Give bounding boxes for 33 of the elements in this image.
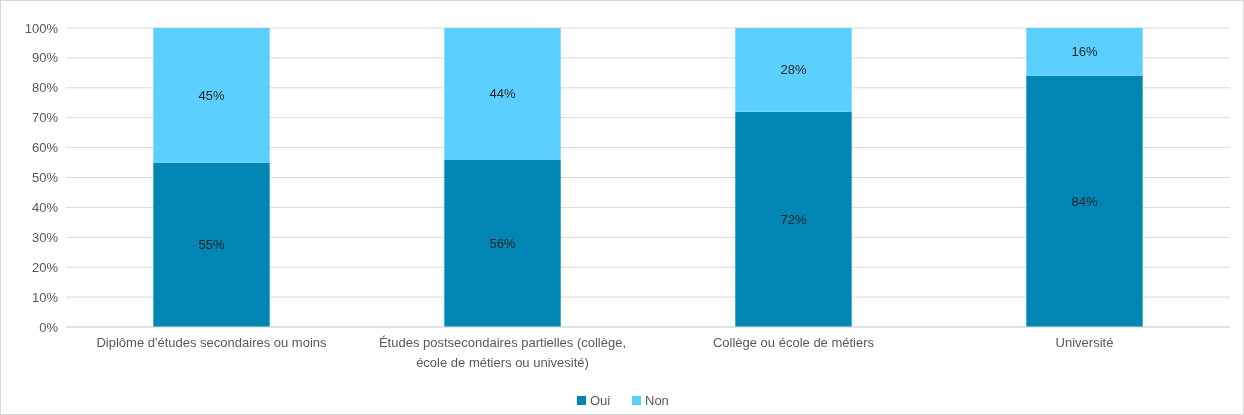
y-tick-label: 40%	[31, 199, 59, 215]
bar	[153, 162, 270, 327]
y-tick-label: 100%	[24, 20, 59, 36]
x-tick-label: Université	[1055, 335, 1114, 350]
bar	[444, 28, 561, 160]
bar	[1026, 28, 1143, 76]
y-tick-label: 10%	[31, 289, 59, 305]
legend-label: Non	[645, 393, 669, 408]
data-label: 44%	[489, 86, 516, 102]
y-tick-label: 0%	[39, 319, 59, 335]
y-tick-label: 60%	[31, 140, 59, 156]
data-label: 84%	[1071, 193, 1098, 209]
y-tick-label: 90%	[31, 50, 59, 66]
y-tick-label: 20%	[31, 259, 59, 275]
bar	[153, 28, 270, 163]
data-label: 56%	[489, 235, 516, 251]
data-label: 45%	[198, 87, 225, 103]
y-tick-label: 80%	[31, 80, 59, 96]
x-tick-label: Diplôme d'études secondaires ou moins	[96, 335, 328, 350]
y-tick-label: 50%	[31, 170, 59, 186]
bar	[735, 111, 852, 327]
data-label: 28%	[780, 62, 807, 78]
bar	[735, 28, 852, 112]
bar	[444, 159, 561, 327]
y-tick-label: 30%	[31, 229, 59, 245]
data-label: 72%	[780, 211, 807, 227]
data-label: 55%	[198, 237, 225, 253]
x-tick-label: Collège ou école de métiers	[712, 335, 875, 350]
legend-label: Oui	[590, 393, 611, 408]
data-label: 16%	[1071, 44, 1098, 60]
y-tick-label: 70%	[31, 110, 59, 126]
x-tick-label: Études postsecondaires partielles (collège, école de métiers ou univesité)	[378, 335, 627, 370]
bar	[1026, 75, 1143, 327]
